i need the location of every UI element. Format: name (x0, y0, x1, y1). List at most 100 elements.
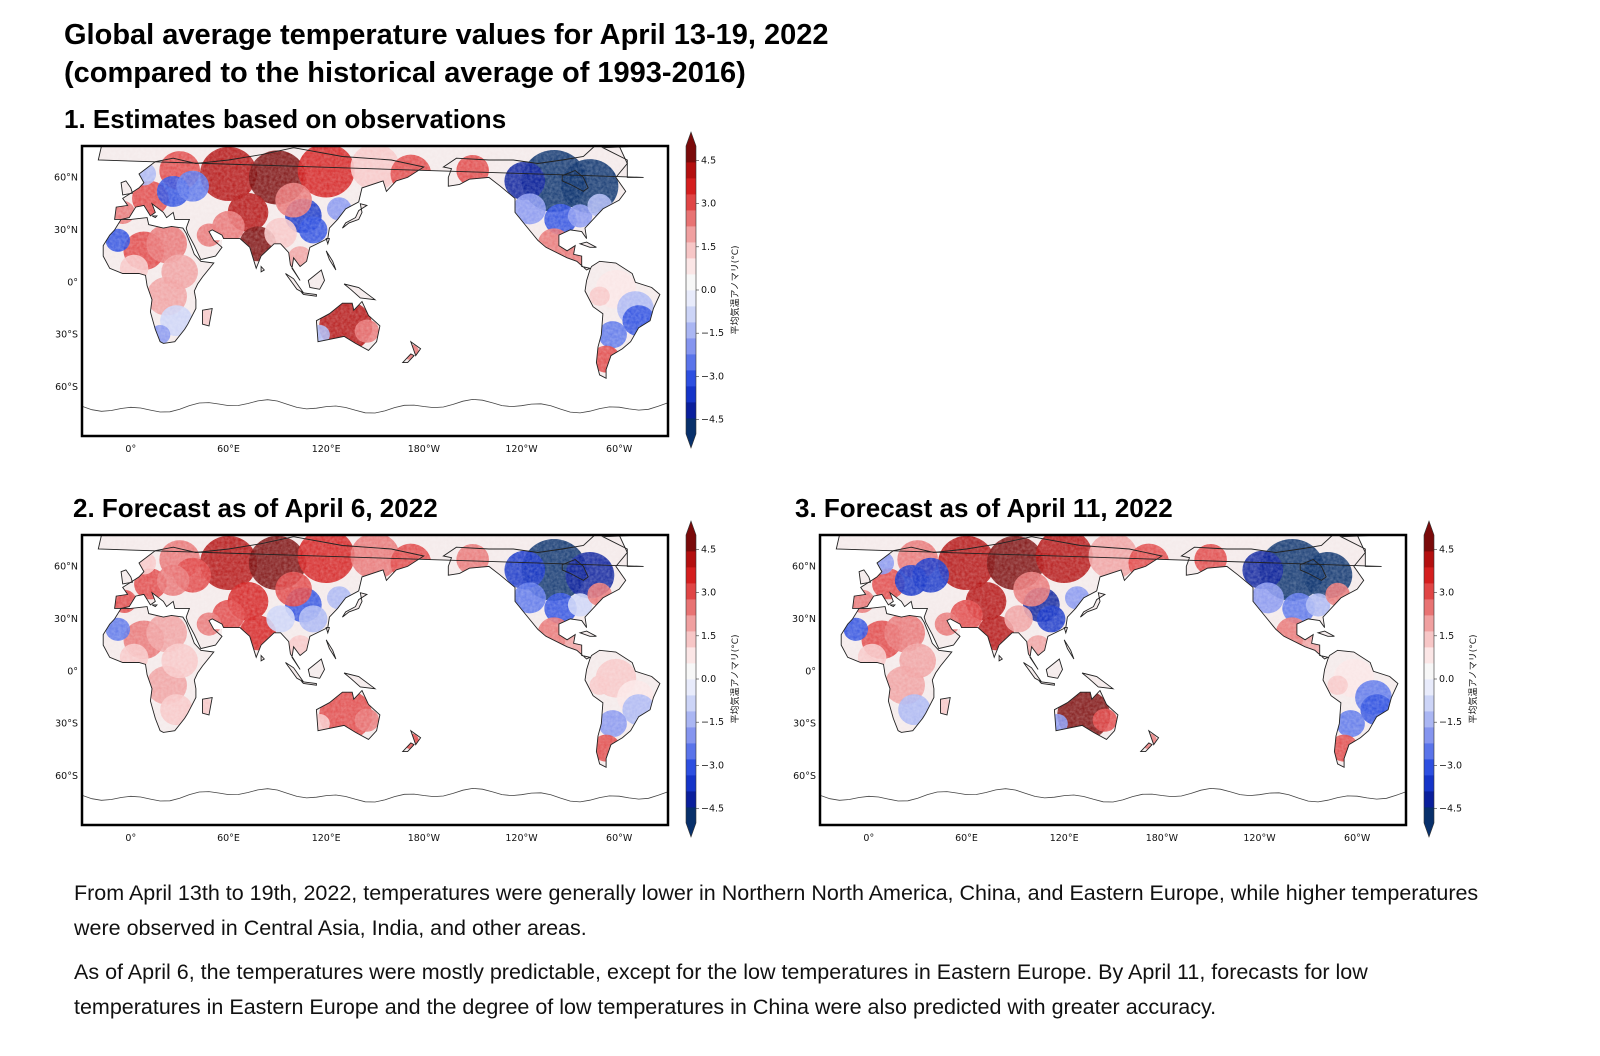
lon-tick-label: 60°E (217, 444, 240, 455)
colorbar-segment (686, 647, 696, 664)
lat-tick-label: 60°S (793, 771, 816, 782)
colorbar: 4.5 3.0 1.5 0.0 −1.5 −3.0 −4.5 平均気温アノマリ(°C) (685, 131, 741, 449)
colorbar-tick-label: 4.5 (1439, 544, 1454, 555)
antarctica-coastline (819, 787, 1407, 803)
coastlines (835, 534, 1399, 769)
lat-tick-label: 30°N (54, 614, 78, 625)
colorbar-segment (686, 354, 696, 371)
colorbar-extend-min (686, 434, 696, 448)
lon-tick-label: 120°W (1243, 833, 1276, 844)
lon-tick-label: 120°W (505, 444, 538, 455)
colorbar-segment (1424, 663, 1434, 680)
map-frame (80, 144, 670, 438)
colorbar-segment (686, 210, 696, 227)
colorbar-segment (686, 759, 696, 776)
colorbar-segment (686, 274, 696, 291)
colorbar-tick-label: −4.5 (701, 804, 724, 815)
colorbar-segment (1424, 679, 1434, 696)
colorbar-tick-label: −1.5 (701, 328, 724, 339)
colorbar-tick-label: −3.0 (701, 760, 724, 771)
colorbar-segment (686, 322, 696, 339)
colorbar-tick-label: 3.0 (1439, 588, 1454, 599)
lat-tick-label: 60°S (55, 382, 78, 393)
colorbar-tick-label: 4.5 (701, 155, 716, 166)
lon-tick-label: 60°W (1344, 833, 1371, 844)
colorbar-segment (686, 162, 696, 179)
map-frame (80, 533, 670, 827)
antarctica-coastline (81, 787, 669, 803)
colorbar-segment (686, 551, 696, 568)
colorbar-segment (1424, 807, 1434, 824)
colorbar-segment (1424, 647, 1434, 664)
caption-paragraph-1: From April 13th to 19th, 2022, temperatu… (74, 881, 1479, 940)
colorbar-title: 平均気温アノマリ(°C) (1467, 635, 1479, 724)
colorbar-segment (686, 615, 696, 632)
colorbar-extend-max (686, 132, 696, 146)
colorbar-segment (686, 727, 696, 744)
colorbar-extend-min (686, 823, 696, 837)
colorbar-tick-label: 1.5 (701, 631, 716, 642)
colorbar-tick-label: −3.0 (701, 371, 724, 382)
colorbar-tick-label: 0.0 (701, 285, 716, 296)
colorbar-segment (686, 631, 696, 648)
colorbar-segment (686, 178, 696, 195)
map-svg: 60°N 30°N 0° 30°S 60°S 0° 60°E 120°E 180°W 120°W 6… (54, 131, 741, 455)
colorbar-segment (1424, 727, 1434, 744)
colorbar-segment (1424, 535, 1434, 552)
colorbar-title: 平均気温アノマリ(°C) (729, 635, 741, 724)
colorbar-segment (686, 306, 696, 323)
map-svg: 60°N 30°N 0° 30°S 60°S 0° 60°E 120°E 180°W 120°W 6… (54, 520, 741, 844)
antarctica-coastline (81, 398, 669, 414)
colorbar-segment (686, 194, 696, 211)
colorbar-segment (686, 386, 696, 403)
colorbar-segment (686, 338, 696, 355)
colorbar-segment (1424, 711, 1434, 728)
colorbar-tick-label: 0.0 (701, 674, 716, 685)
colorbar-segment (686, 711, 696, 728)
lon-tick-label: 180°W (408, 833, 441, 844)
lat-tick-label: 0° (67, 277, 78, 288)
colorbar-tick-label: −4.5 (1439, 804, 1462, 815)
colorbar-tick-label: 4.5 (701, 544, 716, 555)
colorbar-segment (686, 258, 696, 275)
colorbar-segment (1424, 551, 1434, 568)
colorbar-segment (686, 370, 696, 387)
colorbar-segment (686, 418, 696, 435)
colorbar-segment (1424, 615, 1434, 632)
lon-tick-label: 0° (863, 833, 874, 844)
map-frame (818, 533, 1408, 827)
colorbar: 4.5 3.0 1.5 0.0 −1.5 −3.0 −4.5 平均気温アノマリ(°C) (1423, 520, 1479, 838)
map-panel-forecast-april-11: 60°N 30°N 0° 30°S 60°S 0° 60°E 120°E 180°W 120°W 6… (788, 519, 1488, 859)
colorbar-extend-max (686, 521, 696, 535)
colorbar-segment (686, 743, 696, 760)
colorbar-segment (1424, 631, 1434, 648)
colorbar-segment (1424, 775, 1434, 792)
title-line-2: (compared to the historical average of 1… (64, 57, 746, 89)
map-svg: 60°N 30°N 0° 30°S 60°S 0° 60°E 120°E 180°W 120°W 6… (792, 520, 1479, 844)
colorbar-tick-label: −1.5 (1439, 717, 1462, 728)
colorbar-tick-label: 0.0 (1439, 674, 1454, 685)
colorbar-segment (686, 290, 696, 307)
colorbar-segment (686, 679, 696, 696)
lat-tick-label: 30°N (54, 225, 78, 236)
caption-paragraph-2: As of April 6, the temperatures were mos… (74, 960, 1368, 1019)
colorbar-tick-label: 3.0 (701, 588, 716, 599)
lon-tick-label: 120°W (505, 833, 538, 844)
colorbar-segment (686, 775, 696, 792)
lon-tick-label: 0° (125, 833, 136, 844)
lat-tick-label: 30°S (793, 719, 816, 730)
lat-tick-label: 30°N (792, 614, 816, 625)
colorbar-segment (686, 791, 696, 808)
panel-3-heading: 3. Forecast as of April 11, 2022 (795, 493, 1173, 523)
panel-1-heading: 1. Estimates based on observations (64, 104, 507, 134)
page-title: Global average temperature values for Ap… (64, 16, 829, 92)
colorbar-segment (686, 663, 696, 680)
lon-tick-label: 120°E (312, 833, 341, 844)
map-panel-forecast-april-6: 60°N 30°N 0° 30°S 60°S 0° 60°E 120°E 180°W 120°W 6… (50, 519, 750, 859)
lat-tick-label: 30°S (55, 330, 78, 341)
colorbar: 4.5 3.0 1.5 0.0 −1.5 −3.0 −4.5 平均気温アノマリ(°C) (685, 520, 741, 838)
colorbar-segment (686, 567, 696, 584)
lat-tick-label: 60°S (55, 771, 78, 782)
lat-tick-label: 30°S (55, 719, 78, 730)
lon-tick-label: 120°E (1050, 833, 1079, 844)
